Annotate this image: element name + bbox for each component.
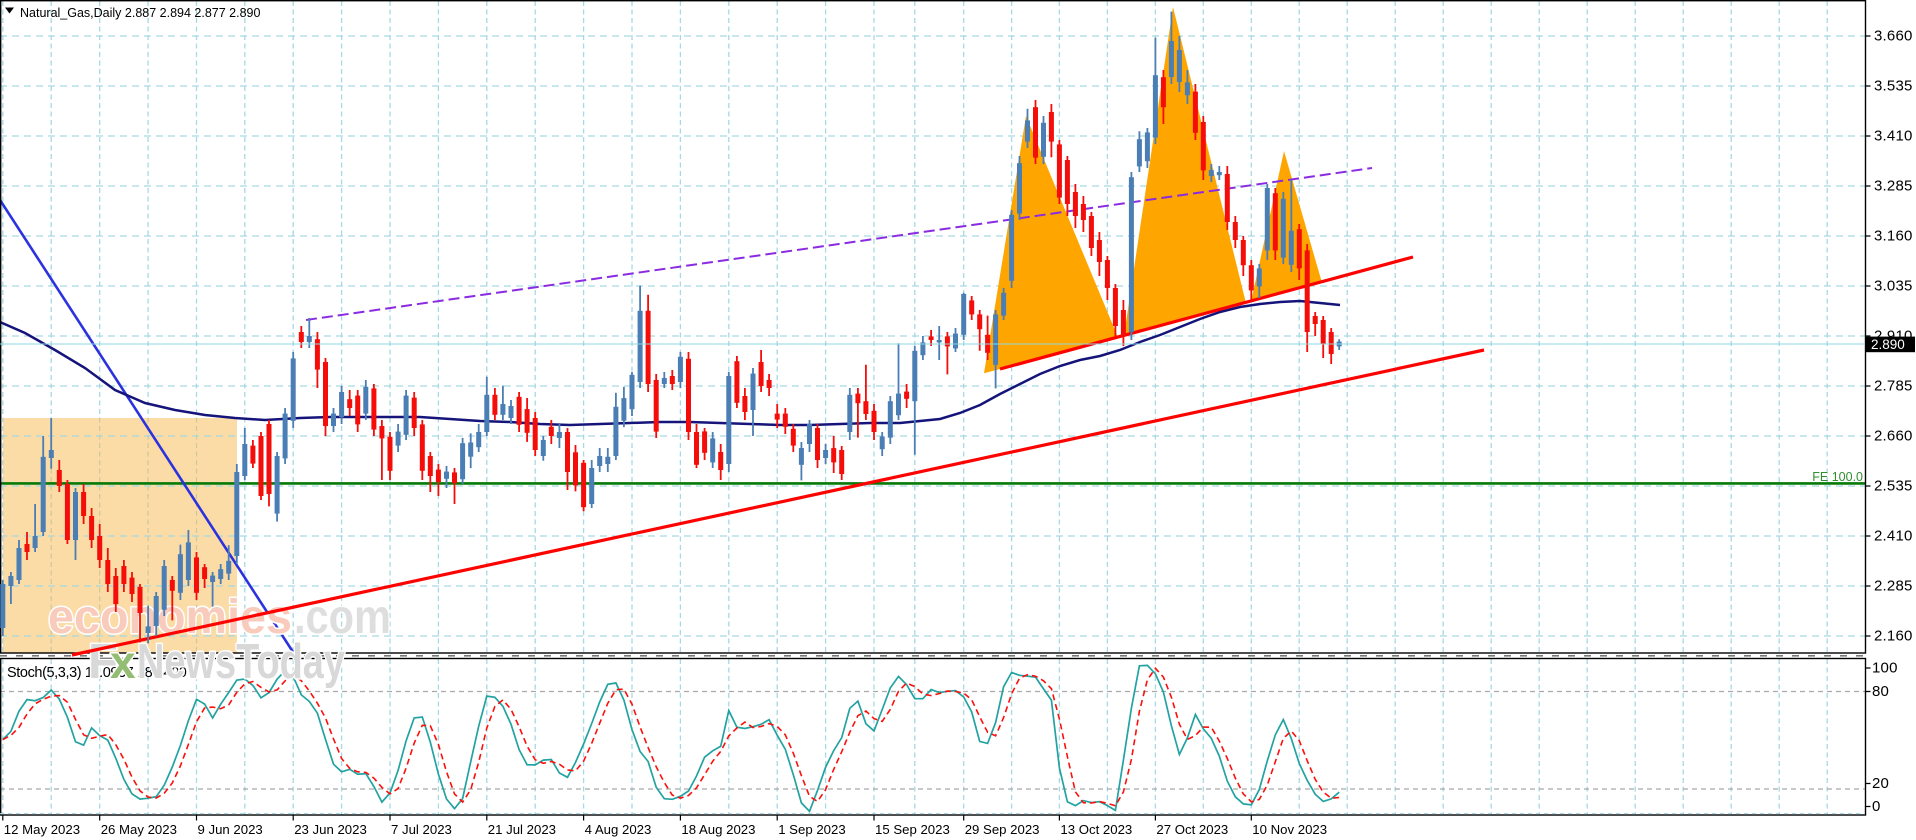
svg-text:2.535: 2.535 <box>1874 478 1913 495</box>
svg-text:80: 80 <box>1872 683 1889 700</box>
svg-text:3.285: 3.285 <box>1874 178 1913 195</box>
svg-text:Stoch(5,3,3) 11.0937 18.8499: Stoch(5,3,3) 11.0937 18.8499 <box>7 665 187 681</box>
svg-text:2.785: 2.785 <box>1874 378 1913 395</box>
svg-text:21 Jul 2023: 21 Jul 2023 <box>488 822 556 837</box>
svg-text:27 Oct 2023: 27 Oct 2023 <box>1156 822 1228 837</box>
svg-text:3.160: 3.160 <box>1874 228 1913 245</box>
svg-text:2.160: 2.160 <box>1874 628 1913 645</box>
svg-text:3.660: 3.660 <box>1874 28 1913 45</box>
svg-text:4 Aug 2023: 4 Aug 2023 <box>585 822 652 837</box>
svg-text:2.890: 2.890 <box>1871 337 1905 352</box>
svg-text:18 Aug 2023: 18 Aug 2023 <box>681 822 755 837</box>
svg-text:2.410: 2.410 <box>1874 528 1913 545</box>
svg-text:3.535: 3.535 <box>1874 78 1913 95</box>
svg-text:9 Jun 2023: 9 Jun 2023 <box>198 822 263 837</box>
svg-text:15 Sep 2023: 15 Sep 2023 <box>875 822 950 837</box>
svg-text:12 May 2023: 12 May 2023 <box>4 822 80 837</box>
svg-text:26 May 2023: 26 May 2023 <box>101 822 177 837</box>
svg-text:2.285: 2.285 <box>1874 578 1913 595</box>
svg-text:29 Sep 2023: 29 Sep 2023 <box>965 822 1040 837</box>
svg-text:F: F <box>88 635 118 689</box>
svg-text:NewsToday: NewsToday <box>137 635 345 689</box>
svg-text:3.410: 3.410 <box>1874 128 1913 145</box>
svg-text:FE 100.0: FE 100.0 <box>1812 470 1863 484</box>
svg-text:0: 0 <box>1872 798 1881 815</box>
svg-text:Natural_Gas,Daily 2.887 2.894: Natural_Gas,Daily 2.887 2.894 2.877 2.89… <box>20 6 260 20</box>
svg-text:13 Oct 2023: 13 Oct 2023 <box>1060 822 1132 837</box>
svg-text:3.035: 3.035 <box>1874 278 1913 295</box>
svg-text:.com: .com <box>294 591 391 644</box>
svg-text:10 Nov 2023: 10 Nov 2023 <box>1252 822 1327 837</box>
svg-text:2.660: 2.660 <box>1874 428 1913 445</box>
svg-text:100: 100 <box>1872 660 1898 677</box>
svg-text:23 Jun 2023: 23 Jun 2023 <box>294 822 367 837</box>
svg-text:20: 20 <box>1872 775 1889 792</box>
svg-text:1 Sep 2023: 1 Sep 2023 <box>778 822 845 837</box>
svg-text:7 Jul 2023: 7 Jul 2023 <box>391 822 452 837</box>
